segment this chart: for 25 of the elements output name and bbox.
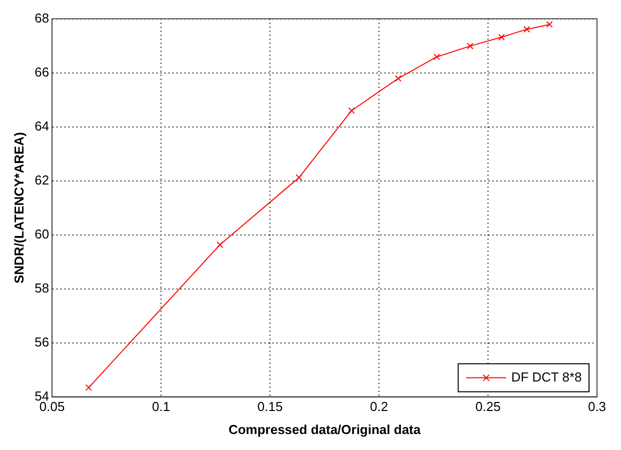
y-tick-label: 62 xyxy=(34,172,50,188)
point xyxy=(348,107,355,114)
point xyxy=(546,21,553,28)
x-tick-label: 0.25 xyxy=(475,399,501,414)
x-tick-label: 0.2 xyxy=(370,399,388,414)
point xyxy=(498,34,505,40)
point xyxy=(466,42,474,50)
x-axis-title: Compressed data/Original data xyxy=(228,422,422,437)
legend-label: DF DCT 8*8 xyxy=(511,369,582,384)
y-tick-label: 58 xyxy=(34,280,50,296)
y-tick-label: 56 xyxy=(34,334,50,350)
point xyxy=(296,174,302,181)
x-tick-label: 0.1 xyxy=(152,399,170,414)
y-tick-label: 60 xyxy=(34,226,50,242)
y-tick-label: 66 xyxy=(34,64,50,80)
point xyxy=(216,241,224,248)
point xyxy=(394,75,402,82)
y-tick-label: 64 xyxy=(34,118,50,134)
y-tick-label: 68 xyxy=(34,10,50,26)
point xyxy=(523,26,530,33)
y-axis-title: SNDR/(LATENCY*AREA) xyxy=(11,132,26,284)
x-tick-label: 0.3 xyxy=(588,399,606,414)
point xyxy=(433,54,440,60)
x-tick-label: 0.15 xyxy=(257,399,283,414)
point xyxy=(85,384,92,391)
